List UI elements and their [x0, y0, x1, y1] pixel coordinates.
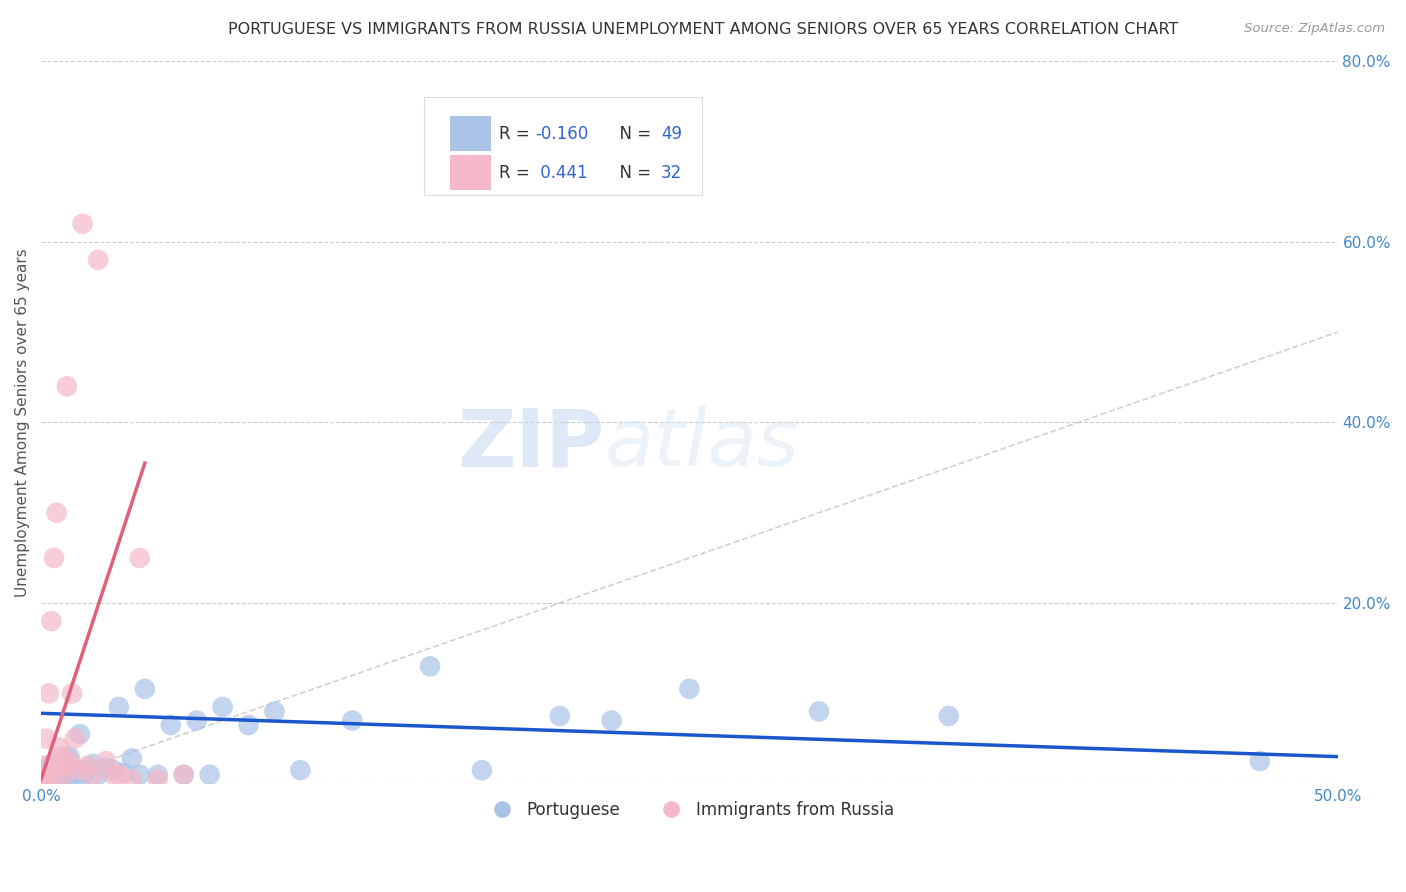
Point — [48, 740, 70, 755]
Point — [94, 760, 117, 774]
Text: ZIP: ZIP — [458, 405, 605, 483]
Point — [53, 768, 76, 782]
Point — [146, 768, 169, 782]
Point — [38, 760, 60, 774]
Point — [42, 763, 65, 777]
Point — [63, 731, 86, 746]
Point — [51, 772, 73, 787]
Point — [82, 768, 104, 782]
Point — [173, 768, 195, 782]
Point — [548, 709, 571, 723]
Y-axis label: Unemployment Among Seniors over 65 years: Unemployment Among Seniors over 65 years — [15, 248, 30, 597]
Point — [1249, 754, 1271, 768]
Point — [128, 768, 150, 782]
Point — [146, 772, 169, 787]
Point — [87, 252, 110, 267]
Point — [56, 379, 79, 393]
Point — [59, 754, 82, 768]
Point — [198, 768, 221, 782]
Point — [66, 765, 89, 780]
Text: Source: ZipAtlas.com: Source: ZipAtlas.com — [1244, 22, 1385, 36]
Point — [38, 768, 60, 782]
Point — [41, 756, 63, 771]
Point — [42, 770, 65, 784]
Point — [121, 772, 143, 787]
Point — [42, 550, 65, 565]
Text: N =: N = — [609, 125, 657, 143]
Point — [121, 751, 143, 765]
Point — [134, 681, 156, 696]
Text: atlas: atlas — [605, 405, 800, 483]
Point — [69, 727, 91, 741]
Point — [678, 681, 700, 696]
FancyBboxPatch shape — [423, 97, 703, 194]
Text: R =: R = — [499, 163, 534, 182]
Point — [45, 758, 67, 772]
Point — [87, 768, 110, 782]
Point — [82, 756, 104, 771]
Point — [263, 705, 285, 719]
Point — [128, 550, 150, 565]
Point — [35, 768, 58, 782]
Point — [59, 749, 82, 764]
Point — [75, 765, 97, 780]
Point — [112, 765, 135, 780]
Point — [38, 774, 60, 789]
Point — [419, 659, 441, 673]
Point — [56, 751, 79, 765]
Point — [42, 774, 65, 789]
FancyBboxPatch shape — [450, 155, 491, 190]
Point — [342, 714, 364, 728]
Point — [72, 770, 94, 784]
Point — [41, 614, 63, 628]
Text: 32: 32 — [661, 163, 682, 182]
Point — [56, 770, 79, 784]
Text: N =: N = — [609, 163, 657, 182]
Text: -0.160: -0.160 — [536, 125, 588, 143]
Point — [51, 749, 73, 764]
Point — [35, 770, 58, 784]
Point — [41, 772, 63, 787]
Point — [60, 768, 83, 782]
Point — [45, 765, 67, 780]
Point — [103, 768, 125, 782]
Point — [173, 768, 195, 782]
Point — [186, 714, 208, 728]
Point — [63, 763, 86, 777]
Point — [94, 754, 117, 768]
Point — [211, 700, 233, 714]
Point — [32, 772, 55, 787]
Point — [38, 686, 60, 700]
Point — [238, 718, 260, 732]
FancyBboxPatch shape — [450, 116, 491, 152]
Point — [53, 768, 76, 782]
Point — [808, 705, 831, 719]
Point — [159, 718, 181, 732]
Legend: Portuguese, Immigrants from Russia: Portuguese, Immigrants from Russia — [478, 795, 900, 826]
Point — [103, 763, 125, 777]
Text: 0.441: 0.441 — [536, 163, 588, 182]
Point — [48, 758, 70, 772]
Point — [108, 768, 131, 782]
Point — [108, 700, 131, 714]
Point — [471, 763, 494, 777]
Text: R =: R = — [499, 125, 534, 143]
Point — [32, 772, 55, 787]
Point — [72, 217, 94, 231]
Point — [600, 714, 623, 728]
Point — [938, 709, 960, 723]
Text: 49: 49 — [661, 125, 682, 143]
Point — [35, 731, 58, 746]
Point — [60, 686, 83, 700]
Point — [76, 758, 98, 772]
Point — [290, 763, 312, 777]
Point — [32, 758, 55, 772]
Point — [56, 758, 79, 772]
Point — [76, 763, 98, 777]
Point — [41, 772, 63, 787]
Point — [69, 763, 91, 777]
Text: PORTUGUESE VS IMMIGRANTS FROM RUSSIA UNEMPLOYMENT AMONG SENIORS OVER 65 YEARS CO: PORTUGUESE VS IMMIGRANTS FROM RUSSIA UNE… — [228, 22, 1178, 37]
Point — [45, 506, 67, 520]
